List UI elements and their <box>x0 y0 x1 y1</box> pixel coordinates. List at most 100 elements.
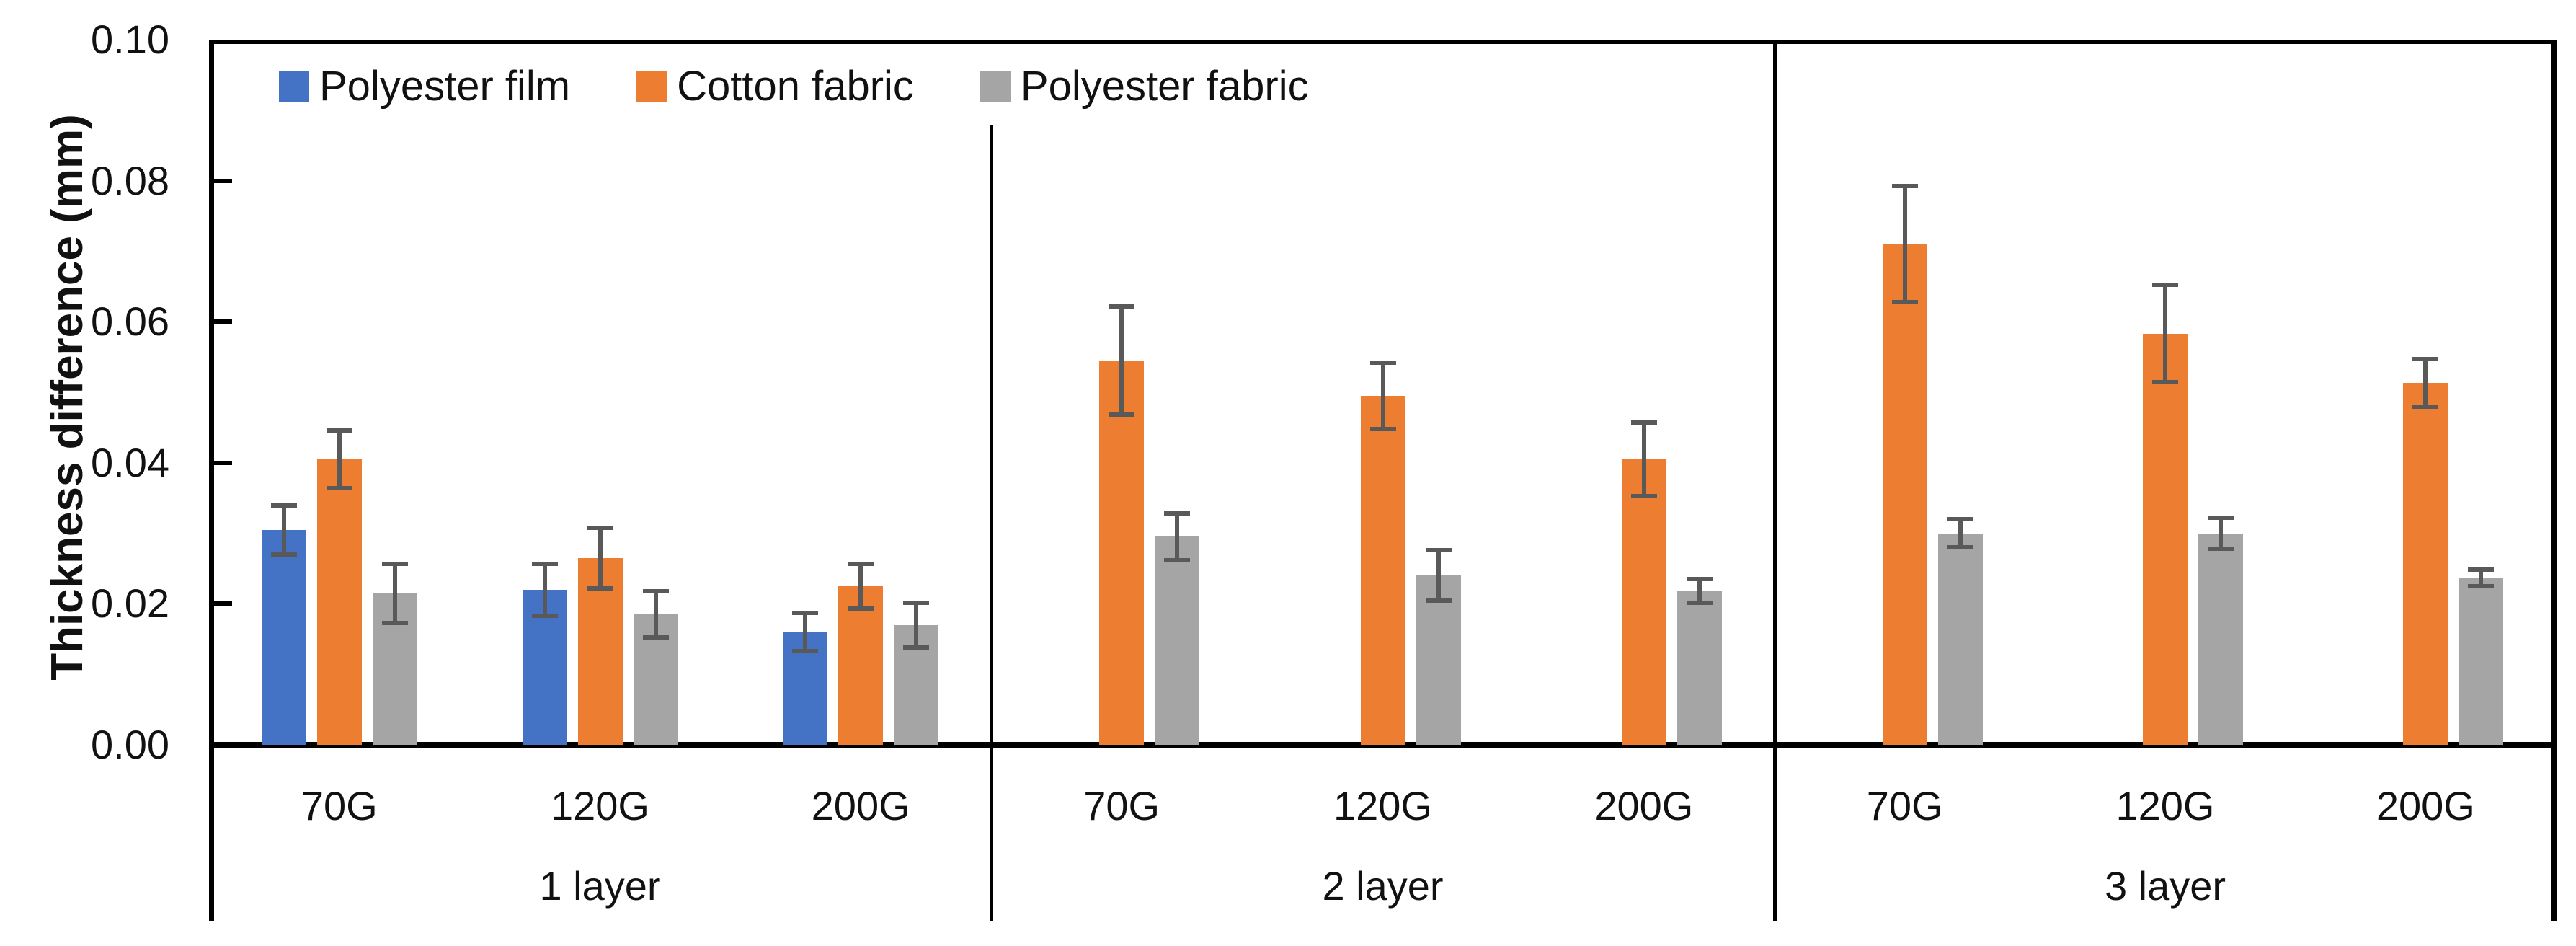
y-tick <box>213 178 232 183</box>
group-label: 2 layer <box>1322 863 1444 909</box>
error-bar-cap-top <box>1891 184 1918 189</box>
error-bar-cap-top <box>587 525 613 530</box>
error-bar-line <box>2423 357 2428 410</box>
category-tick-label: 120G <box>2115 783 2215 828</box>
error-bar-cap-bottom <box>1164 557 1191 562</box>
error-bar-cap-bottom <box>2152 380 2178 385</box>
y-axis-title: Thickness difference (mm) <box>43 114 92 681</box>
bar-polyester-fabric-2layer-120G <box>1416 575 1461 745</box>
error-bar-cap-bottom <box>1425 598 1452 604</box>
error-bar-cap-top <box>792 611 819 616</box>
error-bar-line <box>914 600 919 650</box>
error-bar-cap-top <box>1109 304 1135 309</box>
bar-polyester-fabric-3layer-70G <box>1937 533 1983 745</box>
y-tick-label: 0.10 <box>91 17 169 62</box>
bar-polyester-fabric-2layer-70G <box>1155 536 1200 745</box>
legend-swatch-cotton-fabric <box>636 71 667 102</box>
bar-cotton-fabric-1layer-70G <box>316 459 362 745</box>
category-tick-label: 120G <box>551 783 649 828</box>
error-bar-line <box>1641 420 1646 498</box>
bar-cotton-fabric-2layer-120G <box>1360 395 1405 745</box>
y-axis-line <box>209 40 214 921</box>
error-bar-cap-bottom <box>270 552 297 557</box>
error-bar-cap-top <box>1630 420 1657 425</box>
y-tick <box>213 601 232 606</box>
error-bar-cap-top <box>848 561 874 566</box>
group-label: 3 layer <box>2104 863 2226 909</box>
category-tick-label: 70G <box>1083 783 1160 828</box>
category-tick-label: 200G <box>2376 783 2475 828</box>
error-bar-line <box>1902 184 1907 304</box>
error-bar-cap-bottom <box>903 645 930 650</box>
plot-top-border <box>209 40 2556 44</box>
bar-polyester-film-1layer-70G <box>261 529 306 745</box>
group-label: 1 layer <box>539 863 661 909</box>
bar-polyester-fabric-3layer-200G <box>2459 578 2504 745</box>
error-bar-line <box>337 428 342 490</box>
category-tick-label: 200G <box>811 783 910 828</box>
error-bar-line <box>1119 304 1124 417</box>
y-tick <box>213 319 232 324</box>
error-bar-cap-top <box>326 428 352 433</box>
legend-label: Polyester fabric <box>1020 63 1309 110</box>
error-bar-cap-top <box>1164 511 1191 516</box>
error-bar-cap-bottom <box>1947 545 1973 550</box>
legend-label: Cotton fabric <box>677 63 914 110</box>
error-bar-cap-top <box>2468 567 2495 572</box>
error-bar-line <box>281 503 286 557</box>
bar-polyester-fabric-2layer-200G <box>1676 591 1722 745</box>
error-bar-cap-bottom <box>1891 299 1918 304</box>
error-bar-line <box>653 588 658 640</box>
error-bar-line <box>1697 577 1702 606</box>
bar-cotton-fabric-2layer-70G <box>1099 360 1145 745</box>
bar-cotton-fabric-3layer-70G <box>1882 244 1927 745</box>
error-bar-cap-top <box>1369 360 1396 365</box>
panel-divider <box>990 125 993 921</box>
legend-item: Polyester film <box>279 62 570 110</box>
legend: Polyester film Cotton fabric Polyester fab… <box>279 62 1309 110</box>
error-bar-line <box>1175 511 1180 562</box>
error-bar-line <box>803 611 808 653</box>
error-bar-cap-bottom <box>587 585 613 591</box>
error-bar-line <box>1958 517 1963 550</box>
category-tick-label: 70G <box>1866 783 1943 828</box>
error-bar-line <box>598 525 603 591</box>
error-bar-cap-top <box>2412 357 2439 362</box>
error-bar-line <box>2479 567 2484 588</box>
error-bar-cap-bottom <box>792 648 819 653</box>
error-bar-line <box>2163 283 2167 385</box>
error-bar-cap-top <box>2208 516 2234 521</box>
error-bar-cap-bottom <box>2412 405 2439 410</box>
error-bar-cap-bottom <box>642 635 669 640</box>
error-bar-cap-top <box>531 561 558 566</box>
panel-divider <box>1773 40 1777 921</box>
plot-right-border <box>2551 40 2557 921</box>
legend-item: Cotton fabric <box>636 62 914 110</box>
legend-swatch-polyester-fabric <box>980 71 1011 102</box>
bar-cotton-fabric-3layer-200G <box>2403 383 2448 745</box>
error-bar-line <box>2219 516 2223 552</box>
y-tick <box>213 460 232 465</box>
y-tick-label: 0.04 <box>91 439 169 485</box>
error-bar-cap-bottom <box>848 606 874 611</box>
error-bar-cap-bottom <box>1109 412 1135 417</box>
error-bar-line <box>858 561 863 611</box>
error-bar-cap-top <box>1425 548 1452 553</box>
y-tick-label: 0.02 <box>91 580 169 627</box>
y-tick-label: 0.00 <box>91 722 169 767</box>
error-bar-cap-top <box>381 561 408 566</box>
legend-item: Polyester fabric <box>980 62 1309 110</box>
error-bar-cap-top <box>903 600 930 605</box>
error-bar-cap-bottom <box>1630 493 1657 498</box>
error-bar-line <box>1380 360 1385 431</box>
legend-swatch-polyester-film <box>279 71 309 102</box>
bar-cotton-fabric-2layer-200G <box>1621 459 1666 745</box>
error-bar-line <box>1436 548 1441 604</box>
bar-polyester-fabric-3layer-120G <box>2198 533 2243 745</box>
error-bar-cap-bottom <box>2468 583 2495 588</box>
error-bar-cap-bottom <box>381 620 408 625</box>
y-tick-label: 0.08 <box>91 157 169 203</box>
error-bar-cap-bottom <box>1369 426 1396 431</box>
error-bar-cap-top <box>642 588 669 593</box>
error-bar-cap-top <box>1947 517 1973 522</box>
